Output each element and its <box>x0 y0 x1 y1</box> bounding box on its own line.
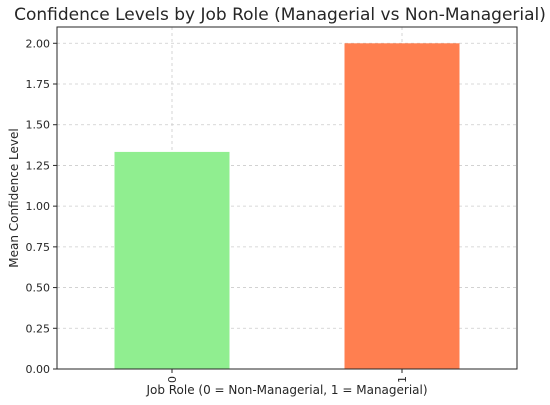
y-tick-label: 1.50 <box>26 119 51 132</box>
plot-frame <box>56 26 518 370</box>
y-tick-label: 1.25 <box>26 159 51 172</box>
y-tick-label: 1.75 <box>26 78 51 91</box>
y-tick-label: 2.00 <box>26 37 51 50</box>
x-tick-label: 0 <box>166 376 179 383</box>
y-axis-ticks: 0.00 0.25 0.50 0.75 1.00 1.25 1.50 1.75 2.00 <box>26 37 57 376</box>
y-axis-label: Mean Confidence Level <box>7 128 21 267</box>
bars <box>114 43 460 370</box>
y-tick-label: 0.50 <box>26 282 51 295</box>
x-axis-label: Job Role (0 = Non-Managerial, 1 = Manage… <box>145 383 427 397</box>
x-tick-label: 1 <box>396 376 409 383</box>
y-tick-label: 1.00 <box>26 200 51 213</box>
chart-title: Confidence Levels by Job Role (Manageria… <box>14 5 546 25</box>
y-tick-label: 0.00 <box>26 363 51 376</box>
bar-0 <box>114 151 230 369</box>
bar-1 <box>344 43 460 370</box>
y-tick-label: 0.25 <box>26 322 51 335</box>
y-tick-label: 0.75 <box>26 241 51 254</box>
